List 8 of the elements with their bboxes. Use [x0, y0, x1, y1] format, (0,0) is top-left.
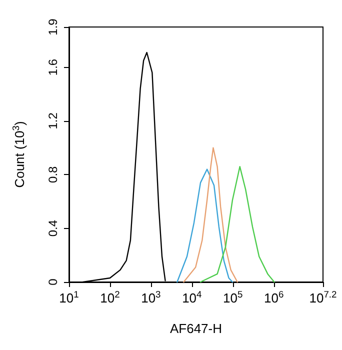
x-axis-title: AF647-H	[170, 321, 222, 336]
y-tick-label: 0.8	[46, 166, 60, 183]
y-tick-label: 0	[46, 278, 60, 286]
y-axis-title: Count (103)	[11, 121, 27, 188]
y-tick-label: 1.2	[46, 112, 60, 130]
y-tick-label: 0.4	[46, 220, 60, 237]
y-tick-label: 1.9	[46, 18, 60, 36]
y-tick-label: 1.6	[46, 58, 60, 76]
